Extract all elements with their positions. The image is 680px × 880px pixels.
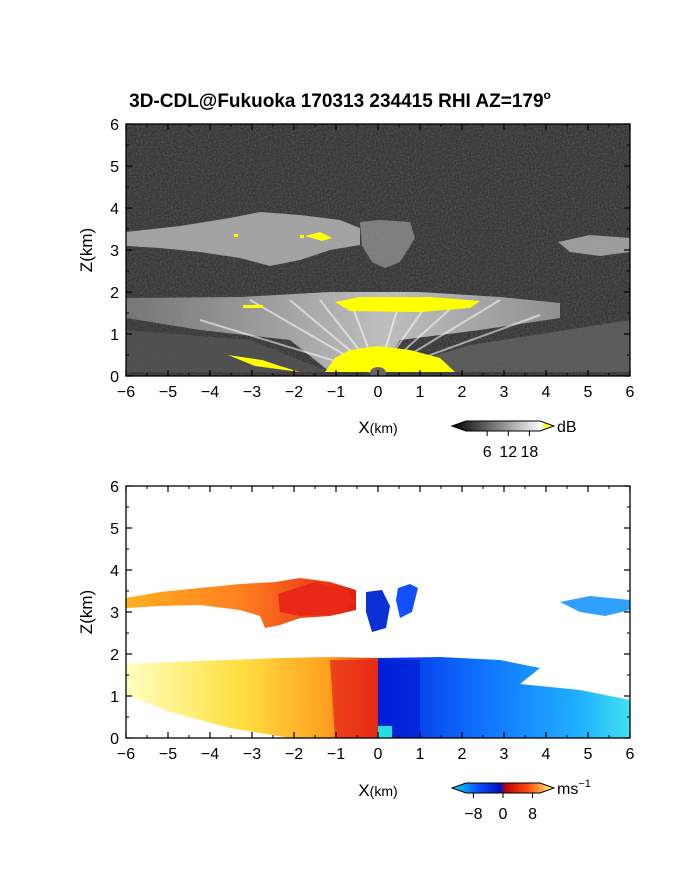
x-tick-label: 0 bbox=[374, 746, 383, 763]
x-axis-label: X(km) bbox=[358, 781, 397, 800]
x-tick-label: 3 bbox=[500, 746, 509, 763]
x-tick-label: 2 bbox=[458, 746, 467, 763]
y-tick-label: 1 bbox=[110, 689, 119, 706]
x-tick-label: 5 bbox=[584, 384, 593, 401]
y-tick-label: 5 bbox=[110, 159, 119, 176]
colorbar-tick-label: 8 bbox=[528, 806, 537, 823]
y-axis-label: Z(km) bbox=[77, 590, 96, 634]
colorbar-unit: ms−1 bbox=[557, 778, 591, 798]
velocity-panel: −6 −5 −4 −3 −2 −1 0 1 2 3 4 5 6 0 1 2 3 4 5 6 Z(km) X(km) −… bbox=[77, 479, 635, 823]
x-tick-label: 4 bbox=[542, 746, 551, 763]
x-tick-label: −3 bbox=[243, 746, 261, 763]
x-tick-label: 5 bbox=[584, 746, 593, 763]
axes: −6 −5 −4 −3 −2 −1 0 1 2 3 4 5 6 0 1 2 3 4 5 6 bbox=[110, 117, 634, 401]
x-tick-label: −1 bbox=[327, 384, 345, 401]
x-tick-label: −2 bbox=[285, 384, 303, 401]
y-tick-label: 6 bbox=[110, 479, 119, 496]
x-tick-label: −3 bbox=[243, 384, 261, 401]
x-axis-label: X(km) bbox=[358, 418, 397, 437]
colorbar-tick-label: 18 bbox=[521, 444, 539, 461]
y-tick-label: 0 bbox=[110, 369, 119, 386]
x-tick-label: 0 bbox=[374, 384, 383, 401]
y-tick-label: 3 bbox=[110, 243, 119, 260]
x-tick-label: 6 bbox=[626, 746, 635, 763]
colorbar: −8 0 8 ms−1 bbox=[450, 778, 591, 823]
x-tick-label: −4 bbox=[201, 746, 219, 763]
x-tick-label: −6 bbox=[117, 746, 135, 763]
x-tick-label: −6 bbox=[117, 384, 135, 401]
y-tick-label: 4 bbox=[110, 201, 119, 218]
x-tick-label: −5 bbox=[159, 746, 177, 763]
x-tick-label: −2 bbox=[285, 746, 303, 763]
colorbar-tick-label: 6 bbox=[483, 444, 492, 461]
colorbar-tick-label: 0 bbox=[499, 806, 508, 823]
backscatter-image bbox=[126, 124, 630, 376]
y-axis-label: Z(km) bbox=[77, 228, 96, 272]
x-tick-label: −1 bbox=[327, 746, 345, 763]
colorbar-unit: dB bbox=[557, 419, 577, 436]
x-tick-label: −5 bbox=[159, 384, 177, 401]
x-tick-label: −4 bbox=[201, 384, 219, 401]
x-tick-label: 3 bbox=[500, 384, 509, 401]
y-tick-label: 2 bbox=[110, 285, 119, 302]
colorbar-tick-label: 12 bbox=[499, 444, 517, 461]
x-tick-label: 1 bbox=[416, 746, 425, 763]
y-tick-label: 1 bbox=[110, 327, 119, 344]
x-tick-label: 6 bbox=[626, 384, 635, 401]
y-tick-label: 2 bbox=[110, 647, 119, 664]
y-tick-label: 6 bbox=[110, 117, 119, 134]
colorbar: 6 12 18 dB bbox=[450, 419, 577, 461]
y-tick-label: 5 bbox=[110, 521, 119, 538]
axes: −6 −5 −4 −3 −2 −1 0 1 2 3 4 5 6 0 1 2 3 4 5 6 bbox=[110, 479, 634, 763]
x-tick-label: 1 bbox=[416, 384, 425, 401]
x-tick-label: 4 bbox=[542, 384, 551, 401]
x-tick-label: 2 bbox=[458, 384, 467, 401]
y-tick-label: 3 bbox=[110, 605, 119, 622]
chart-title: 3D-CDL@Fukuoka 170313 234415 RHI AZ=179o bbox=[129, 88, 551, 112]
y-tick-label: 4 bbox=[110, 563, 119, 580]
velocity-image bbox=[126, 486, 630, 738]
colorbar-tick-label: −8 bbox=[464, 806, 482, 823]
y-tick-label: 0 bbox=[110, 731, 119, 748]
